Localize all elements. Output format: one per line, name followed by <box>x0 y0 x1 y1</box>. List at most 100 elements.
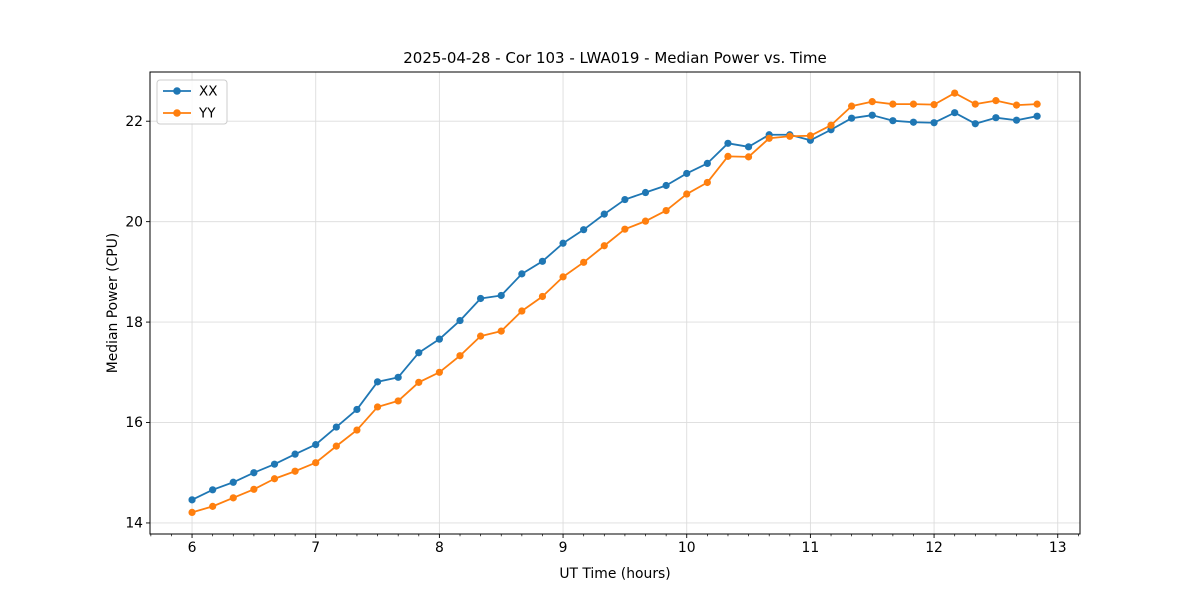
data-point-xx <box>270 460 279 468</box>
x-tick-labels: 6 7 8 9 10 11 12 13 <box>188 540 1067 556</box>
data-point-xx <box>415 349 423 357</box>
data-point-xx <box>909 118 918 126</box>
data-point-xx <box>641 188 650 197</box>
data-point-yy <box>992 97 1000 105</box>
data-point-yy <box>889 100 897 108</box>
data-point-xx <box>951 109 959 117</box>
data-point-yy <box>765 134 773 142</box>
data-point-xx <box>312 441 320 449</box>
x-tick-label: 10 <box>678 540 696 556</box>
legend-label-xx: XX <box>199 84 218 100</box>
data-point-yy <box>930 101 938 109</box>
data-point-xx <box>683 169 691 178</box>
data-point-xx <box>621 195 629 204</box>
data-point-xx <box>868 111 876 119</box>
axis-ticks <box>146 120 1079 538</box>
x-tick-label: 9 <box>559 540 568 556</box>
data-point-yy <box>703 178 711 187</box>
x-axis-label: UT Time (hours) <box>559 566 670 582</box>
series-yy <box>188 89 1041 517</box>
data-point-xx <box>538 257 547 265</box>
data-point-yy <box>621 225 629 233</box>
data-point-yy <box>909 100 918 108</box>
data-point-xx <box>291 450 299 458</box>
data-point-yy <box>518 307 526 315</box>
legend-item-yy: YY <box>163 106 216 122</box>
data-point-yy <box>229 494 237 502</box>
data-point-xx <box>724 139 732 147</box>
y-axis-label: Median Power (CPU) <box>105 233 121 373</box>
data-point-xx <box>456 316 464 325</box>
legend-marker-yy <box>173 109 181 117</box>
x-tick-label: 7 <box>311 540 320 556</box>
data-point-xx <box>373 378 382 386</box>
data-point-yy <box>971 100 979 108</box>
data-point-yy <box>662 207 670 215</box>
data-point-yy <box>744 153 753 161</box>
data-point-yy <box>353 426 361 434</box>
data-point-xx <box>992 114 1000 122</box>
legend: XX YY <box>156 79 228 125</box>
data-point-xx <box>518 270 526 278</box>
data-point-xx <box>435 335 443 343</box>
data-point-yy <box>291 467 299 475</box>
gridlines <box>150 72 1080 534</box>
data-point-xx <box>209 486 217 494</box>
y-tick-label: 20 <box>125 214 143 230</box>
data-point-xx <box>848 114 856 122</box>
data-point-xx <box>744 143 753 151</box>
legend-item-xx: XX <box>163 84 218 100</box>
data-point-xx <box>250 469 258 477</box>
data-point-xx <box>580 226 588 234</box>
data-point-yy <box>806 132 815 140</box>
x-tick-label: 12 <box>925 540 943 556</box>
data-point-xx <box>600 210 608 218</box>
data-point-yy <box>415 378 423 386</box>
data-point-xx <box>332 423 340 431</box>
data-point-yy <box>827 121 835 129</box>
data-point-xx <box>229 478 237 486</box>
series-yy-line <box>191 92 1038 514</box>
data-point-xx <box>930 119 938 127</box>
legend-label-yy: YY <box>198 106 216 122</box>
x-tick-label: 13 <box>1049 540 1067 556</box>
data-point-yy <box>786 132 794 140</box>
y-tick-labels: 14 16 18 20 22 <box>125 114 143 532</box>
x-tick-label: 11 <box>802 540 820 556</box>
data-point-yy <box>683 190 691 198</box>
data-point-yy <box>373 403 382 411</box>
data-point-yy <box>848 102 856 110</box>
data-point-xx <box>559 239 567 247</box>
chart-title: 2025-04-28 - Cor 103 - LWA019 - Median P… <box>403 49 827 67</box>
series-xx-line <box>191 111 1038 501</box>
x-tick-label: 8 <box>435 540 444 556</box>
data-point-yy <box>497 327 505 335</box>
data-point-yy <box>209 502 217 510</box>
x-tick-label: 6 <box>188 540 197 556</box>
y-tick-label: 16 <box>125 415 143 431</box>
data-point-xx <box>477 294 485 303</box>
data-point-yy <box>188 508 196 517</box>
data-point-yy <box>332 442 340 450</box>
data-point-yy <box>559 273 567 281</box>
series-layer <box>188 89 1041 517</box>
data-point-yy <box>641 217 650 225</box>
data-point-xx <box>353 405 361 414</box>
y-tick-label: 14 <box>125 516 143 532</box>
data-point-yy <box>580 258 588 266</box>
data-point-yy <box>868 98 876 106</box>
data-point-yy <box>312 459 320 467</box>
data-point-xx <box>1012 116 1021 124</box>
data-point-xx <box>1033 112 1041 120</box>
data-point-xx <box>971 120 979 128</box>
data-point-yy <box>435 368 443 376</box>
data-point-yy <box>600 242 608 250</box>
data-point-xx <box>889 117 897 125</box>
data-point-yy <box>270 475 279 483</box>
data-point-yy <box>951 89 959 97</box>
data-point-xx <box>662 181 670 190</box>
data-point-yy <box>724 152 732 160</box>
legend-marker-xx <box>173 87 181 95</box>
data-point-yy <box>1033 100 1041 108</box>
